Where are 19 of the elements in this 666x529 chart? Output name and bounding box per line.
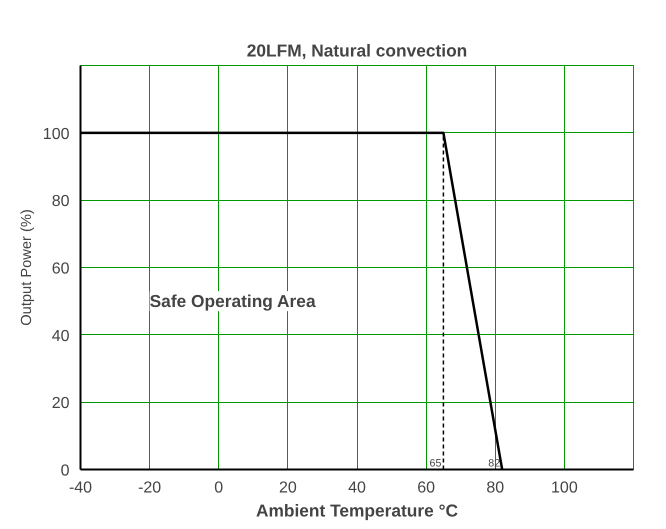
- y-tick-label: 80: [52, 193, 70, 210]
- annotation: Safe Operating Area: [150, 291, 316, 312]
- annotation: 65: [430, 458, 442, 470]
- x-tick-label: -20: [138, 480, 162, 496]
- x-tick-label: 80: [486, 480, 504, 496]
- y-tick-label: 100: [42, 126, 70, 143]
- y-axis-title: Output Power (%): [18, 209, 35, 326]
- x-tick-label: -40: [68, 480, 92, 496]
- y-tick-label: 0: [60, 462, 70, 480]
- x-tick-label: 40: [348, 480, 366, 496]
- chart-title: 20LFM, Natural convection: [246, 40, 468, 60]
- y-tick-label: 20: [52, 395, 70, 412]
- x-tick-label: 100: [551, 480, 578, 496]
- y-tick-label: 60: [52, 260, 70, 278]
- x-tick-label: 60: [417, 480, 436, 496]
- x-axis-title: Ambient Temperature °C: [256, 500, 459, 520]
- y-tick-label: 40: [52, 328, 70, 345]
- x-tick-label: 0: [214, 480, 224, 496]
- x-tick-label: 20: [278, 480, 297, 496]
